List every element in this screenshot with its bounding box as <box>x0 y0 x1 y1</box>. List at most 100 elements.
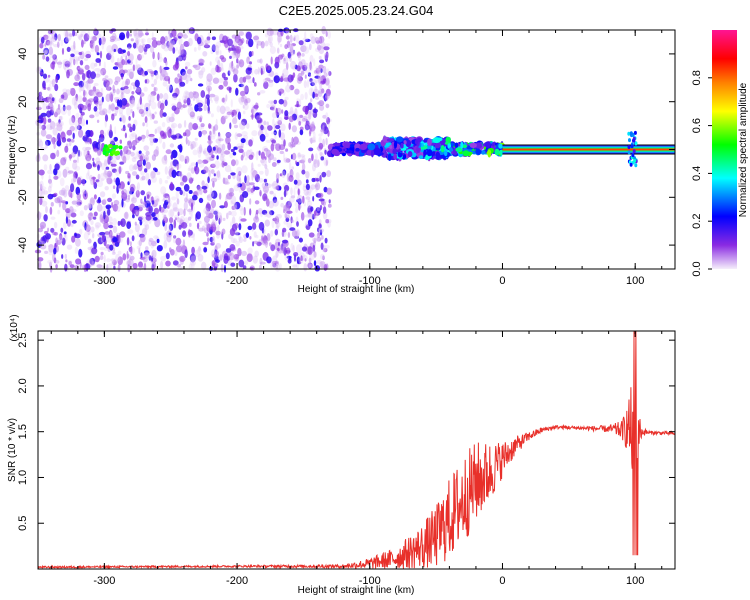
spectrogram-blob <box>192 149 198 156</box>
spectrogram-blob <box>85 83 89 89</box>
spectrogram-blob <box>284 255 289 261</box>
spectrogram-blob <box>140 234 146 243</box>
spectrogram-blob <box>275 250 279 258</box>
chart-title: C2E5.2025.005.23.24.G04 <box>279 3 434 18</box>
spectrogram-blob <box>145 214 152 221</box>
spectrogram-blob <box>47 193 54 200</box>
spectrogram-blob <box>163 45 169 52</box>
spectrogram-blob <box>418 155 424 160</box>
spectrogram-blob <box>138 239 142 247</box>
spectrogram-blob <box>244 260 249 266</box>
spectrogram-blob <box>117 47 123 55</box>
spectrogram-blob <box>244 98 248 106</box>
spectrogram-blob <box>215 56 220 63</box>
spectrogram-blob <box>215 230 221 236</box>
spectrogram-blob <box>81 73 86 81</box>
spectrogram-blob <box>321 171 327 178</box>
spectrogram-blob <box>213 209 219 216</box>
spectrogram-blob <box>162 213 167 221</box>
spectrogram-blob <box>319 80 326 85</box>
spectrogram-blob <box>111 113 115 121</box>
spectrogram-blob <box>118 99 123 109</box>
spectrogram-blob <box>77 149 81 157</box>
spectrogram-blob <box>110 163 117 167</box>
spectrogram-blob <box>260 151 265 161</box>
spectrogram-blob <box>213 210 218 215</box>
spectrogram-blob <box>171 196 177 201</box>
spectrogram-blob <box>296 244 303 254</box>
spectrogram-blob <box>98 103 102 111</box>
spectrogram-blob <box>343 141 350 149</box>
spectrogram-blob <box>136 64 142 71</box>
spectrogram-blob <box>484 141 491 148</box>
spectrogram-blob <box>87 78 94 84</box>
spectrogram-blob <box>146 194 150 199</box>
spectrogram-blob <box>68 117 75 126</box>
spectrogram-blob <box>116 185 120 194</box>
spectrogram-blob <box>119 181 125 190</box>
spectrogram-blob <box>129 126 133 133</box>
spectrogram-blob <box>127 173 131 179</box>
spectrogram-blob <box>194 64 200 69</box>
spectrogram-blob <box>309 137 316 143</box>
spectrogram-blob <box>87 30 91 39</box>
spectrogram-blob <box>258 150 261 156</box>
spectrogram-blob <box>215 118 218 127</box>
spectrogram-blob <box>318 91 323 97</box>
spectrogram-blob <box>53 247 57 255</box>
spectrogram-blob <box>435 151 441 160</box>
spectrogram-blob <box>75 125 80 130</box>
spectrogram-blob <box>184 155 190 164</box>
spectrogram-blob <box>190 210 193 219</box>
spectrogram-blob <box>209 130 212 136</box>
spectrogram-blob <box>105 147 110 152</box>
spectrogram-blob <box>65 216 68 224</box>
spectrogram-blob <box>273 130 277 136</box>
spectrogram-blob <box>99 246 106 251</box>
spectrogram-blob <box>156 245 163 252</box>
spectrogram-blob <box>133 84 136 90</box>
spectrogram-blob <box>131 156 137 163</box>
spectrogram-blob <box>325 68 330 77</box>
spectrogram-blob <box>37 257 44 262</box>
spectrogram-blob <box>55 237 58 245</box>
spectrogram-blob <box>267 34 273 44</box>
spectrogram-blob <box>169 84 173 94</box>
snr-x-label: Height of straight line (km) <box>298 585 415 596</box>
spectrogram-blob <box>324 244 330 249</box>
spectrogram-blob <box>228 210 232 216</box>
spectrogram-blob <box>285 215 291 219</box>
spectrogram-blob <box>168 223 174 231</box>
spectrogram-blob <box>201 67 206 73</box>
spectrogram-blob <box>133 29 138 37</box>
spectrogram-blob <box>85 162 93 170</box>
spectrogram-blob <box>230 262 236 267</box>
spectrogram-blob <box>265 63 269 71</box>
spectrogram-blob <box>192 123 199 130</box>
spectrogram-blob <box>218 217 221 225</box>
spectrogram-blob <box>50 216 56 220</box>
spectrogram-blob <box>95 157 101 163</box>
spectrogram-blob <box>83 133 87 138</box>
spectrogram-blob <box>115 150 120 155</box>
spectrogram-blob <box>53 192 58 197</box>
spectrogram-blob <box>131 209 137 214</box>
spectrogram-blob <box>40 112 47 117</box>
spectrogram-blob <box>292 136 299 145</box>
spectrogram-blob <box>314 265 321 272</box>
spectrogram-blob <box>256 115 261 121</box>
spectrogram-blob <box>269 28 274 36</box>
spectrogram-blob <box>119 139 123 144</box>
spectrogram-blob <box>107 153 111 163</box>
spectrogram-blob <box>289 106 294 115</box>
spectrogram-blob <box>70 87 76 97</box>
spectrogram-blob <box>112 145 117 150</box>
spectrogram-blob <box>283 56 289 65</box>
spectrogram-blob <box>285 148 289 152</box>
spectrogram-blob <box>133 32 140 39</box>
spectrogram-blob <box>176 217 181 223</box>
spectrogram-blob <box>259 90 266 94</box>
spectrogram-blob <box>143 262 147 271</box>
spectrogram-blob <box>246 186 252 195</box>
spectrogram-blob <box>79 60 84 66</box>
